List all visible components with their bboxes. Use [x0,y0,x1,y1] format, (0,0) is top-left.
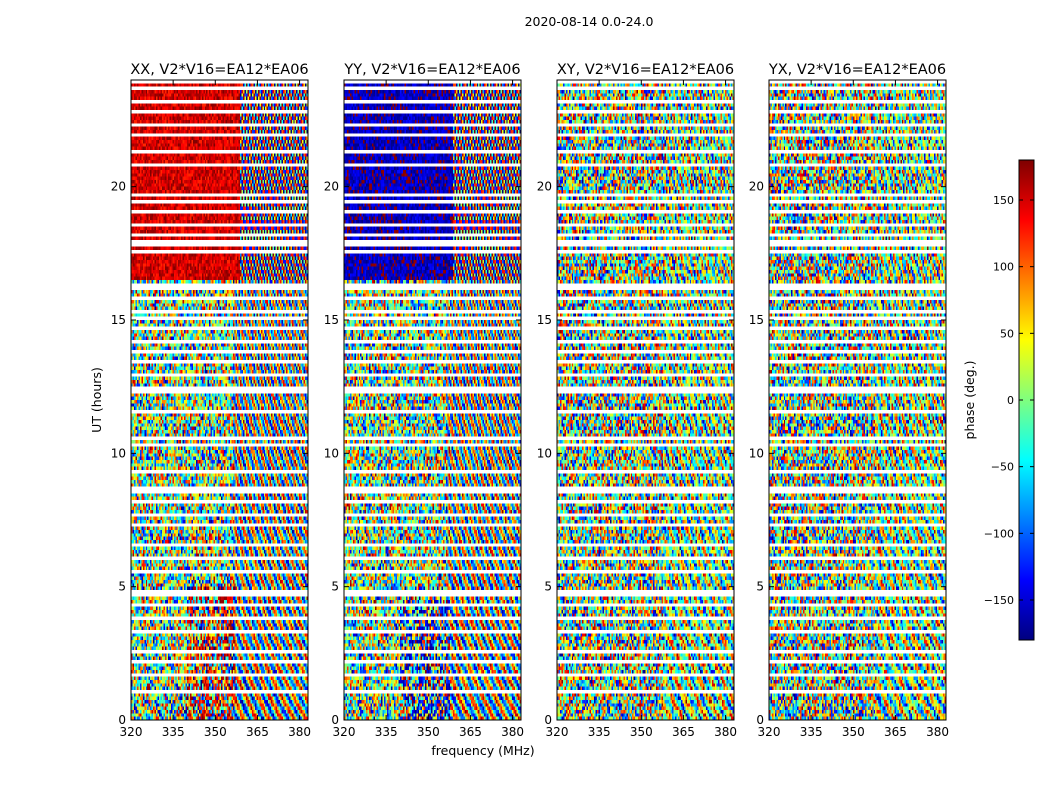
colorbar-tick-label: 100 [993,261,1014,274]
y-tick-label: 0 [331,713,339,727]
y-tick-label: 15 [749,313,764,327]
panel-title: XX, V2*V16=EA12*EA06 [130,62,308,78]
y-tick-label: 20 [537,180,552,194]
x-tick-label: 350 [630,725,653,739]
y-tick-label: 0 [544,713,552,727]
y-tick-label: 15 [111,313,126,327]
panel-heatmap-image [557,80,734,720]
y-tick-label: 5 [118,580,126,594]
panel-heatmap-image [344,80,521,720]
x-tick-label: 380 [714,725,737,739]
x-tick-label: 365 [672,725,695,739]
colorbar-tick-label: −100 [984,527,1014,540]
x-tick-label: 320 [333,725,356,739]
colorbar-tick-label: 150 [993,194,1014,207]
panel-title: YY, V2*V16=EA12*EA06 [343,62,520,78]
x-tick-label: 380 [926,725,949,739]
y-tick-label: 15 [537,313,552,327]
y-tick-label: 10 [111,446,126,460]
x-tick-label: 365 [246,725,269,739]
panel-frame [130,79,309,721]
x-tick-label: 335 [162,725,185,739]
y-tick-label: 5 [544,580,552,594]
y-tick-label: 15 [324,313,339,327]
heatmap-panels: XX, V2*V16=EA12*EA06 320 335 350 365 380 0 5 10 1… [111,62,949,739]
shared-xlabel: frequency (MHz) [431,743,534,758]
x-tick-label: 320 [758,725,781,739]
heatmap-panel-yy: YY, V2*V16=EA12*EA06 320 335 350 365 380 0 5 10 1… [324,62,524,739]
colorbar-tick-label: 50 [1000,327,1014,340]
panel-frame [768,79,947,721]
x-tick-label: 320 [120,725,143,739]
panel-frame [556,79,735,721]
heatmap-panel-xy: XY, V2*V16=EA12*EA06 320 335 350 365 380 0 5 10 1… [537,62,737,739]
y-tick-label: 10 [324,446,339,460]
colorbar-label: phase (deg.) [962,361,977,440]
y-tick-label: 0 [756,713,764,727]
x-tick-label: 365 [884,725,907,739]
x-tick-label: 350 [204,725,227,739]
x-tick-label: 335 [375,725,398,739]
x-tick-label: 365 [459,725,482,739]
shared-ylabel: UT (hours) [89,367,104,433]
colorbar-tick-label: −150 [984,594,1014,607]
colorbar-tick-label: 0 [1007,394,1014,407]
x-tick-label: 335 [800,725,823,739]
x-tick-label: 335 [588,725,611,739]
y-tick-label: 5 [756,580,764,594]
y-tick-label: 5 [331,580,339,594]
x-tick-label: 380 [288,725,311,739]
panel-frame [343,79,522,721]
x-tick-label: 350 [842,725,865,739]
y-tick-label: 0 [118,713,126,727]
panel-title: XY, V2*V16=EA12*EA06 [557,62,734,78]
heatmap-panel-yx: YX, V2*V16=EA12*EA06 320 335 350 365 380 0 5 10 1… [749,62,949,739]
panel-title: YX, V2*V16=EA12*EA06 [768,62,946,78]
y-tick-label: 20 [111,180,126,194]
x-tick-label: 320 [546,725,569,739]
colorbar-ticks: 150 100 50 0 −50 −100 −150 [984,194,1034,607]
colorbar: 150 100 50 0 −50 −100 −150 phase (deg.) [962,159,1035,641]
y-tick-label: 20 [324,180,339,194]
figure-suptitle: 2020-08-14 0.0-24.0 [525,14,654,29]
colorbar-tick-label: −50 [991,461,1014,474]
y-tick-label: 10 [749,446,764,460]
x-tick-label: 350 [417,725,440,739]
panel-heatmap-image [769,80,946,720]
heatmap-panel-xx: XX, V2*V16=EA12*EA06 320 335 350 365 380 0 5 10 1… [111,62,311,739]
x-tick-label: 380 [501,725,524,739]
y-tick-label: 20 [749,180,764,194]
y-tick-label: 10 [537,446,552,460]
panel-heatmap-image [131,80,308,720]
